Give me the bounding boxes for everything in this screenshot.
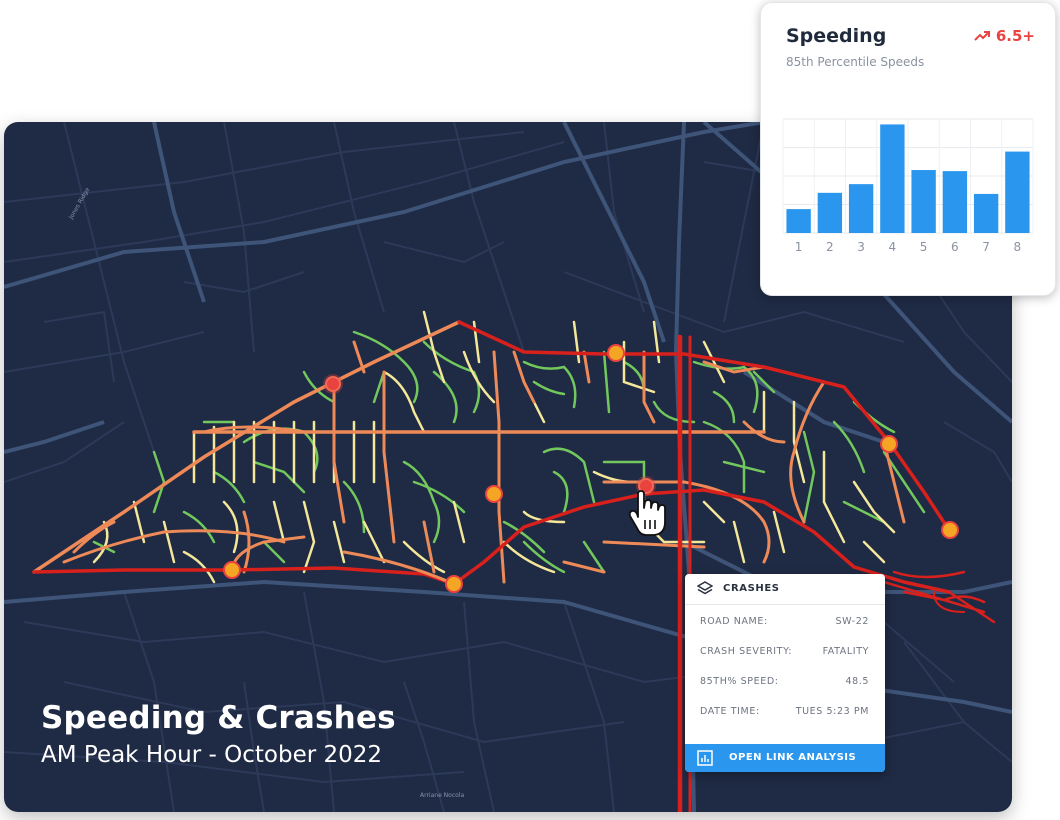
high-speed-links <box>62 340 906 584</box>
popup-row-label: CRASH SEVERITY: <box>700 646 793 657</box>
popup-row-crash-severity: CRASH SEVERITY: FATALITY <box>700 646 869 660</box>
layers-icon <box>697 581 713 595</box>
slow-speed-links <box>92 330 926 574</box>
crash-marker-high-severity[interactable] <box>636 476 656 496</box>
crash-markers <box>223 344 959 593</box>
open-link-analysis-label: OPEN LINK ANALYSIS <box>729 752 857 763</box>
popup-title: CRASHES <box>723 583 780 594</box>
bar-1 <box>786 209 811 233</box>
bar-7 <box>973 193 999 233</box>
x-tick-label: 3 <box>857 240 865 254</box>
bar-4 <box>880 124 905 233</box>
bar-2 <box>817 192 843 233</box>
crash-marker[interactable] <box>941 521 959 539</box>
x-tick-label: 2 <box>826 240 834 254</box>
crash-popup: CRASHES ROAD NAME: SW-22 CRASH SEVERITY:… <box>685 574 885 772</box>
bar-6 <box>942 171 968 233</box>
open-link-analysis-button[interactable]: OPEN LINK ANALYSIS <box>685 744 885 772</box>
chart-card-subtitle: 85th Percentile Speeds <box>786 55 925 69</box>
chart-card-title: Speeding <box>786 25 887 47</box>
map-canvas[interactable] <box>4 122 1012 812</box>
popup-header: CRASHES <box>685 574 885 605</box>
popup-row-value: FATALITY <box>822 646 869 657</box>
speed-bar-chart: 1 2 3 4 5 6 7 8 <box>782 118 1034 254</box>
crash-marker[interactable] <box>445 575 463 593</box>
x-tick-label: 1 <box>795 240 803 254</box>
popup-row-label: DATE TIME: <box>700 706 760 717</box>
x-tick-label: 6 <box>951 240 959 254</box>
street-label: Arriane Nocola <box>420 792 465 799</box>
x-tick-label: 8 <box>1014 240 1022 254</box>
popup-row-label: 85TH% SPEED: <box>700 676 779 687</box>
map-subtitle: AM Peak Hour - October 2022 <box>41 742 383 768</box>
speeding-chart-card: Speeding 85th Percentile Speeds 6.5+ 1 2 3… <box>760 2 1056 296</box>
map-title: Speeding & Crashes <box>41 700 396 736</box>
popup-row-date-time: DATE TIME: TUES 5:23 PM <box>700 706 869 720</box>
trending-up-icon <box>974 31 990 41</box>
crash-marker-high-severity[interactable] <box>323 374 343 394</box>
hand-pointer-icon <box>628 490 666 536</box>
crash-marker[interactable] <box>607 344 625 362</box>
trend-badge-value: 6.5+ <box>995 27 1035 45</box>
popup-row-value: SW-22 <box>835 616 869 627</box>
trend-badge: 6.5+ <box>974 27 1035 45</box>
x-tick-label: 7 <box>982 240 990 254</box>
bar-8 <box>1005 151 1030 233</box>
crash-marker[interactable] <box>485 485 503 503</box>
bar-3 <box>848 184 874 233</box>
popup-row-label: ROAD NAME: <box>700 616 768 627</box>
popup-row-value: TUES 5:23 PM <box>795 706 869 717</box>
popup-row-value: 48.5 <box>845 676 869 687</box>
popup-row-road-name: ROAD NAME: SW-22 <box>700 616 869 630</box>
bar-chart-icon <box>697 750 713 766</box>
x-tick-label: 4 <box>889 240 897 254</box>
popup-row-speed: 85TH% SPEED: 48.5 <box>700 676 869 690</box>
bar-5 <box>911 170 936 233</box>
crash-marker[interactable] <box>880 435 898 453</box>
crash-marker[interactable] <box>223 561 241 579</box>
x-tick-label: 5 <box>920 240 928 254</box>
